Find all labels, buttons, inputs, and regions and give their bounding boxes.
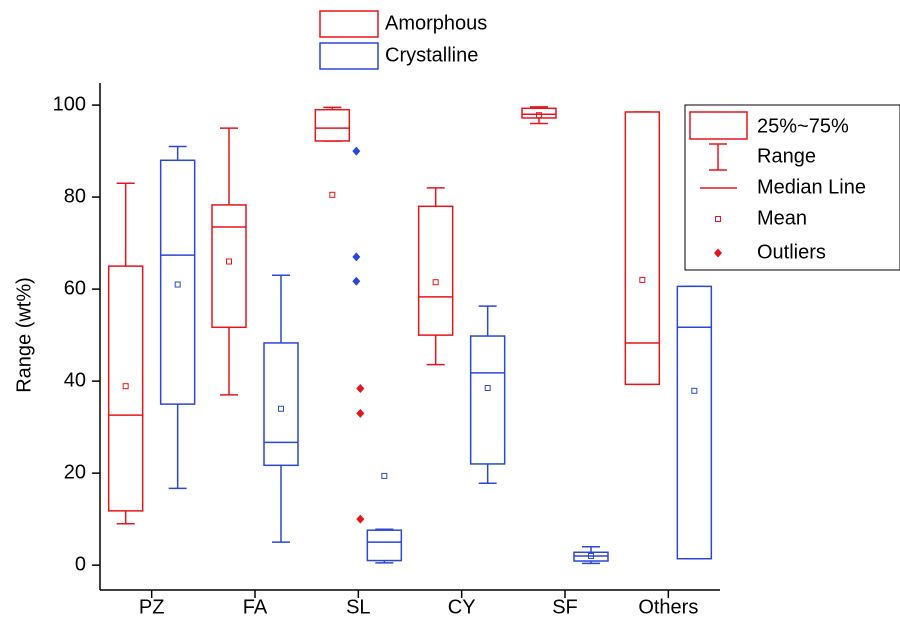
legend-icon — [714, 248, 722, 258]
mean-marker — [226, 258, 232, 265]
mean-marker — [432, 279, 439, 286]
legend-swatch — [319, 10, 379, 38]
mean-marker — [691, 387, 698, 394]
y-tick-label: 100 — [53, 93, 86, 115]
box — [314, 108, 351, 142]
outlier — [356, 514, 365, 524]
x-tick-label: SL — [346, 596, 370, 618]
box — [263, 342, 299, 467]
outlier — [352, 252, 361, 262]
mean-marker — [588, 552, 594, 559]
box — [211, 204, 247, 329]
box — [624, 111, 661, 386]
x-tick-label: PZ — [139, 596, 165, 618]
legend-label: Median Line — [757, 176, 866, 198]
x-tick-label: Others — [638, 596, 698, 618]
legend-icon — [715, 216, 721, 222]
mean-marker — [174, 281, 181, 288]
x-tick-label: SF — [552, 596, 578, 618]
outlier — [352, 146, 361, 156]
box — [159, 159, 196, 405]
box — [469, 335, 506, 465]
legend-label: Range — [757, 145, 816, 167]
box — [366, 529, 403, 562]
y-axis-label: Range (wt%) — [13, 277, 35, 393]
y-tick-label: 60 — [64, 277, 86, 299]
box — [676, 285, 713, 560]
mean-marker — [536, 112, 542, 119]
legend-label: Mean — [757, 207, 807, 229]
x-tick-label: FA — [243, 596, 268, 618]
x-tick-label: CY — [448, 596, 476, 618]
outlier — [356, 408, 365, 418]
legend-label: Amorphous — [385, 12, 487, 34]
outlier — [356, 383, 365, 393]
legend-label: Outliers — [757, 241, 826, 263]
mean-marker — [329, 191, 336, 198]
mean-marker — [122, 383, 129, 390]
y-tick-label: 80 — [64, 185, 86, 207]
y-tick-label: 40 — [64, 369, 86, 391]
legend-label: 25%~75% — [757, 115, 849, 137]
legend-swatch — [319, 42, 379, 70]
mean-marker — [484, 385, 491, 392]
outlier — [352, 276, 361, 286]
mean-marker — [381, 472, 388, 479]
mean-marker — [278, 405, 284, 412]
legend-icon — [689, 111, 748, 140]
y-tick-label: 20 — [64, 461, 86, 483]
mean-marker — [639, 276, 646, 283]
box — [417, 205, 454, 336]
legend-label: Crystalline — [385, 44, 478, 66]
y-tick-label: 0 — [75, 553, 86, 575]
